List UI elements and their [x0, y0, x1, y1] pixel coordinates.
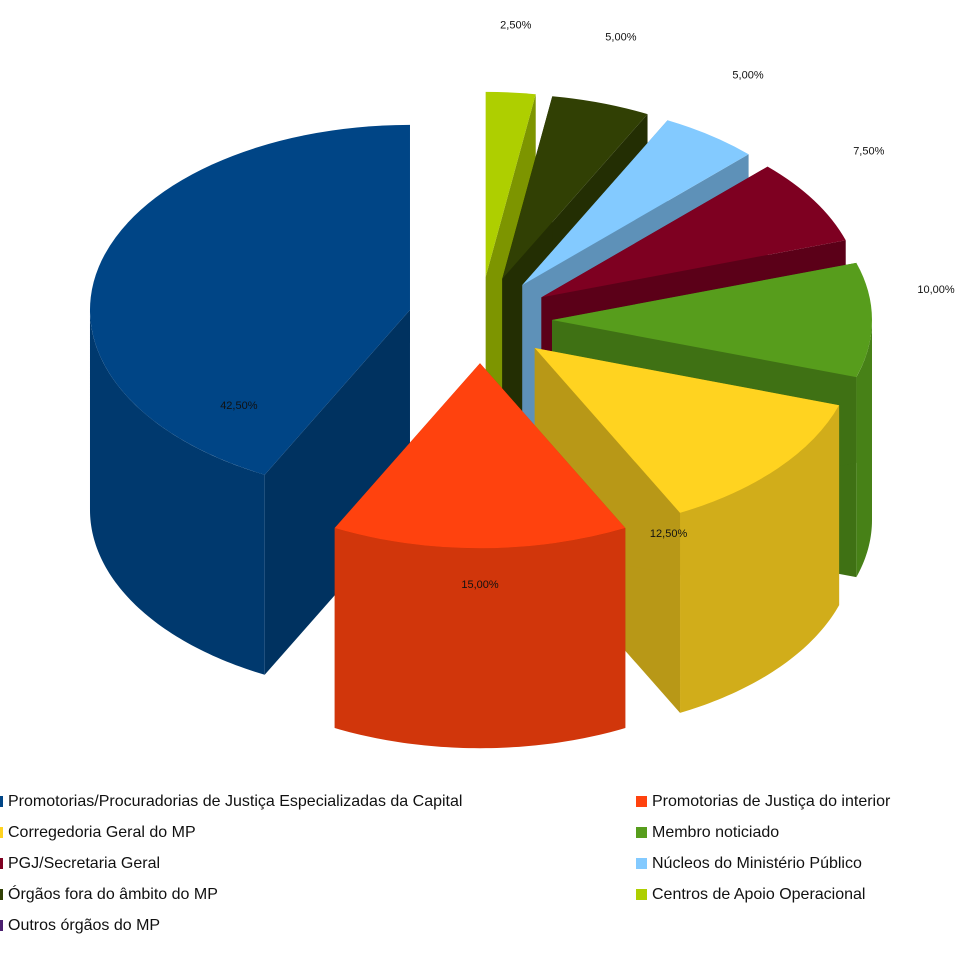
legend-label: Outros órgãos do MP	[8, 917, 160, 934]
data-label: 7,50%	[853, 145, 884, 157]
slice-top	[522, 120, 749, 286]
legend-label: PGJ/Secretaria Geral	[8, 855, 160, 872]
slice-top	[552, 262, 872, 378]
legend-label: Corregedoria Geral do MP	[8, 824, 196, 841]
legend-swatch	[636, 889, 647, 900]
slice-top	[534, 348, 840, 513]
legend-label: Promotorias/Procuradorias de Justiça Esp…	[8, 793, 462, 810]
data-label: 12,50%	[650, 528, 688, 540]
legend-swatch	[0, 827, 3, 838]
legend-swatch	[636, 858, 647, 869]
legend-label: Promotorias de Justiça do interior	[652, 793, 891, 810]
slice-side	[680, 405, 840, 713]
legend-label: Centros de Apoio Operacional	[652, 886, 865, 903]
legend-swatch	[0, 858, 3, 869]
legend-swatch	[0, 920, 3, 931]
slice-side	[89, 309, 265, 675]
slice-side	[856, 320, 872, 578]
legend-swatch	[0, 889, 3, 900]
legend-swatch	[636, 796, 647, 807]
data-label: 2,50%	[500, 20, 531, 32]
slice-top	[485, 91, 536, 277]
data-label: 5,00%	[605, 32, 636, 44]
slice-side	[334, 528, 626, 749]
slice-top	[334, 363, 626, 549]
legend-swatch	[636, 827, 647, 838]
slice-top	[502, 96, 648, 279]
data-label: 5,00%	[732, 69, 763, 81]
data-label: 10,00%	[917, 284, 955, 296]
legend-label: Órgãos fora do âmbito do MP	[8, 884, 218, 903]
legend-label: Membro noticiado	[652, 824, 779, 841]
legend-label: Núcleos do Ministério Público	[652, 855, 862, 872]
data-label: 42,50%	[220, 400, 258, 412]
slice-wall	[264, 309, 410, 675]
slice	[89, 124, 410, 675]
legend-swatch	[0, 796, 3, 807]
slice-top	[89, 124, 410, 475]
slice-top	[541, 166, 846, 298]
data-label: 15,00%	[461, 579, 499, 591]
slice	[334, 363, 626, 749]
